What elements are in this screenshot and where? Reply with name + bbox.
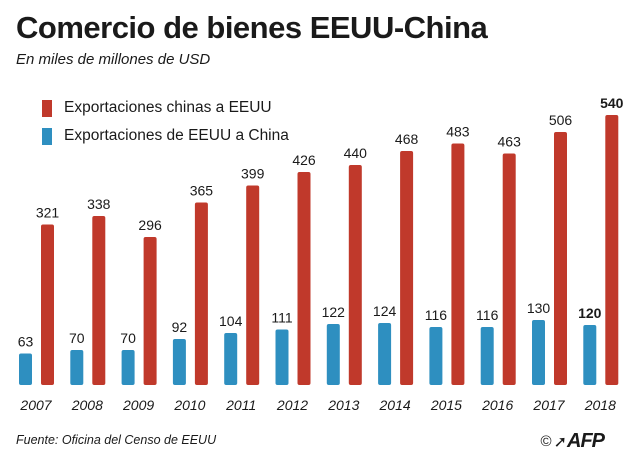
data-label-china-2017: 506 <box>549 112 573 128</box>
source-note: Fuente: Oficina del Censo de EEUU <box>16 433 217 447</box>
data-label-china-2014: 468 <box>395 131 419 147</box>
data-label-china-2016: 463 <box>498 134 522 150</box>
chart-subtitle: En miles de millones de USD <box>16 51 211 68</box>
bar-us-2015 <box>429 327 443 385</box>
data-label-us-2018: 120 <box>578 305 602 321</box>
copyright-symbol: © <box>540 433 552 450</box>
data-label-china-2011: 399 <box>241 166 265 182</box>
bar-china-2018 <box>605 115 619 385</box>
legend-item-china-exports: Exportaciones chinas a EEUU <box>42 94 289 122</box>
credit: © ➚AFP <box>540 430 605 453</box>
data-label-us-2010: 92 <box>172 319 188 335</box>
bar-china-2007 <box>41 224 54 385</box>
bar-us-2012 <box>275 329 289 385</box>
bar-us-2009 <box>121 350 135 385</box>
bar-us-2017 <box>532 320 545 385</box>
bar-china-2014 <box>400 151 414 385</box>
data-label-china-2008: 338 <box>87 196 111 212</box>
legend-swatch-china-exports <box>42 99 52 117</box>
bar-us-2018 <box>583 325 597 385</box>
data-label-us-2015: 116 <box>425 307 448 323</box>
data-label-us-2013: 122 <box>322 304 346 320</box>
bar-china-2013 <box>348 165 362 385</box>
x-tick-label-2014: 2014 <box>379 397 411 413</box>
bar-us-2014 <box>378 323 392 385</box>
data-label-us-2012: 111 <box>271 310 292 326</box>
bar-china-2015 <box>451 143 465 385</box>
data-label-china-2018: 540 <box>600 95 624 111</box>
bar-china-2016 <box>502 153 516 385</box>
afp-logo-text: AFP <box>567 430 605 452</box>
chart-title: Comercio de bienes EEUU-China <box>16 10 488 45</box>
x-tick-label-2011: 2011 <box>225 397 256 413</box>
legend-item-us-exports: Exportaciones de EEUU a China <box>42 122 289 150</box>
legend-label-china-exports: Exportaciones chinas a EEUU <box>64 99 272 116</box>
legend: Exportaciones chinas a EEUU Exportacione… <box>42 94 289 150</box>
x-tick-label-2008: 2008 <box>71 397 103 413</box>
data-label-us-2011: 104 <box>219 313 243 329</box>
data-label-china-2012: 426 <box>292 152 316 168</box>
data-label-china-2010: 365 <box>190 183 214 199</box>
data-label-china-2015: 483 <box>446 124 470 140</box>
afp-arrow-icon: ➚ <box>553 434 567 451</box>
bar-china-2011 <box>246 185 260 385</box>
bar-china-2008 <box>92 216 106 385</box>
bar-us-2011 <box>224 333 238 385</box>
bar-us-2016 <box>480 327 494 385</box>
data-label-china-2013: 440 <box>344 145 368 161</box>
bar-us-2007 <box>19 353 32 385</box>
legend-swatch-us-exports <box>42 127 52 145</box>
x-tick-label-2009: 2009 <box>122 397 154 413</box>
data-label-china-2007: 321 <box>36 205 60 221</box>
x-tick-label-2007: 2007 <box>19 397 52 413</box>
data-label-us-2009: 70 <box>120 330 136 346</box>
bar-us-2010 <box>172 339 186 385</box>
data-label-us-2014: 124 <box>373 303 397 319</box>
bar-china-2010 <box>194 202 208 385</box>
bar-china-2017 <box>554 132 567 385</box>
x-tick-label-2018: 2018 <box>584 397 616 413</box>
afp-logo: ➚AFP <box>553 430 605 453</box>
data-label-us-2016: 116 <box>476 307 499 323</box>
data-label-china-2009: 296 <box>138 217 162 233</box>
bar-china-2009 <box>143 237 157 385</box>
bar-china-2012 <box>297 172 311 385</box>
x-tick-label-2013: 2013 <box>327 397 359 413</box>
legend-label-us-exports: Exportaciones de EEUU a China <box>64 127 289 144</box>
x-tick-label-2010: 2010 <box>173 397 205 413</box>
data-label-us-2007: 63 <box>18 334 34 350</box>
x-tick-label-2015: 2015 <box>430 397 462 413</box>
bar-us-2008 <box>70 350 84 385</box>
x-tick-label-2012: 2012 <box>276 397 308 413</box>
data-label-us-2017: 130 <box>527 300 551 316</box>
x-tick-label-2017: 2017 <box>532 397 565 413</box>
x-tick-label-2016: 2016 <box>481 397 513 413</box>
data-label-us-2008: 70 <box>69 330 85 346</box>
bar-us-2013 <box>326 324 340 385</box>
